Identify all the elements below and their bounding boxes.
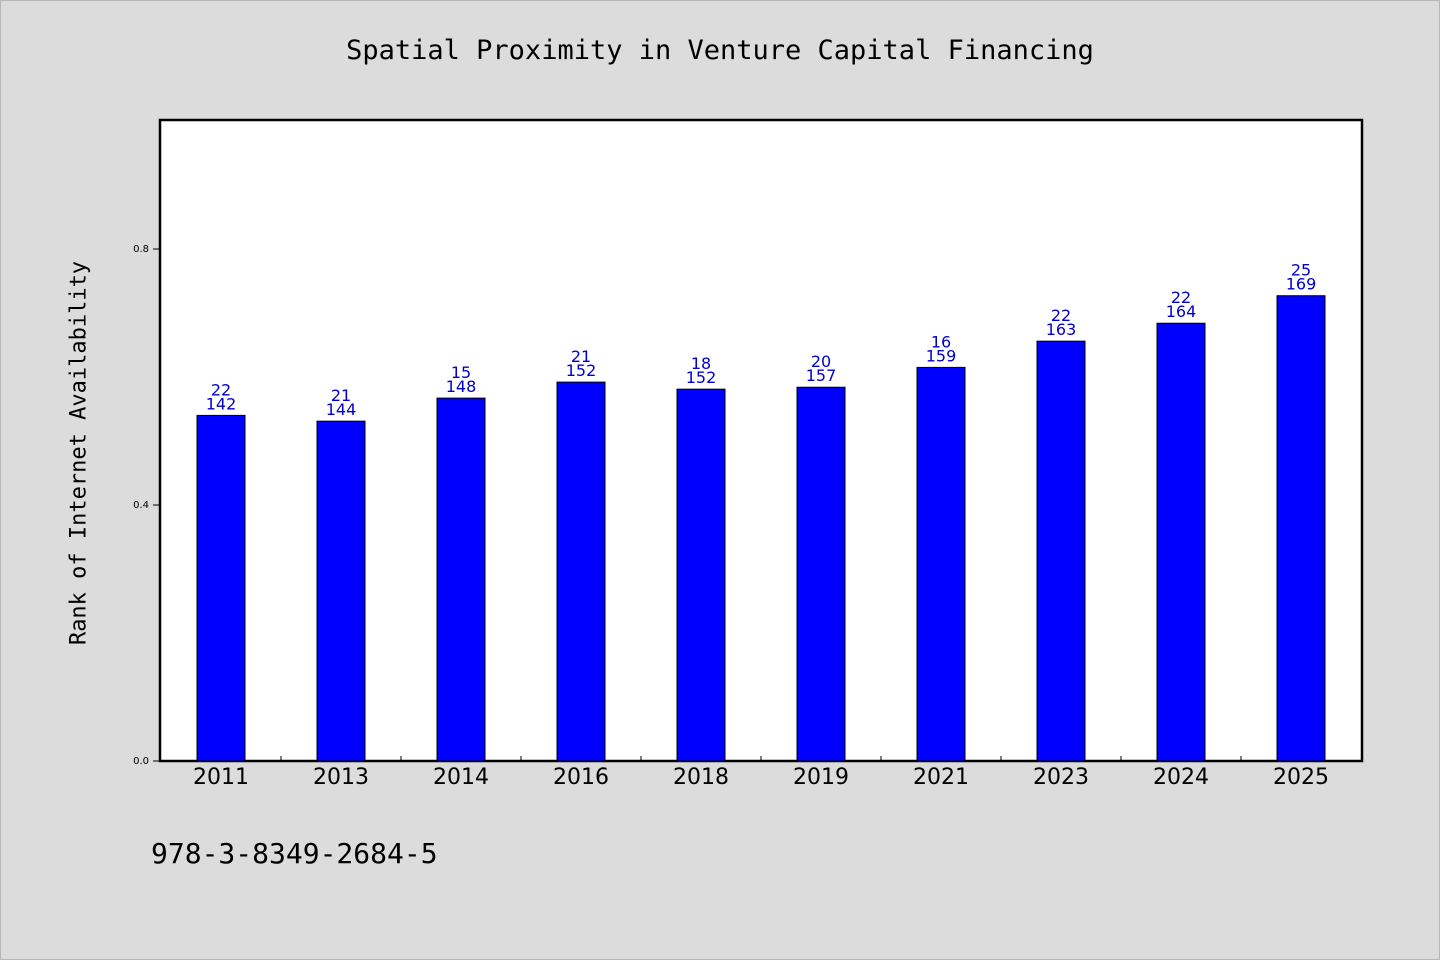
y-axis-label: Rank of Internet Availability (66, 260, 92, 646)
x-tick-label: 2014 (433, 765, 489, 790)
bar-2019 (796, 386, 846, 762)
x-tick-label: 2021 (913, 765, 969, 790)
data-label-top: 22 (211, 380, 231, 399)
ticks: 2011 2013 2014 2016 2018 2019 2021 2023 2024 2025… (133, 244, 1329, 790)
data-label-top: 20 (811, 352, 831, 371)
data-label-bottom: 152 (566, 361, 597, 380)
bar-2024 (1156, 322, 1206, 762)
data-label-top: 21 (571, 347, 591, 366)
data-label-bottom: 159 (926, 346, 957, 365)
isbn-text: 978-3-8349-2684-5 (151, 837, 438, 870)
data-label-top: 25 (1291, 261, 1311, 280)
data-label-top: 15 (451, 363, 471, 382)
data-label-bottom: 169 (1286, 275, 1317, 294)
data-label-top: 16 (931, 332, 951, 351)
data-label-top: 18 (691, 354, 711, 373)
data-label-bottom: 164 (1166, 302, 1197, 321)
data-label-top: 21 (331, 386, 351, 405)
bar-2016 (556, 381, 606, 762)
data-label-bottom: 142 (206, 394, 237, 413)
x-tick-label: 2019 (793, 765, 849, 790)
x-tick-label: 2023 (1033, 765, 1089, 790)
x-tick-label: 2018 (673, 765, 729, 790)
x-tick-label: 2016 (553, 765, 609, 790)
data-label-bottom: 148 (446, 377, 477, 396)
data-label-bottom: 157 (806, 366, 837, 385)
bar-2021 (916, 366, 966, 762)
bar-2014 (436, 397, 486, 762)
y-tick-label: 0.8 (133, 244, 149, 255)
chart-title: Spatial Proximity in Venture Capital Fin… (346, 35, 1094, 66)
bar-2025 (1276, 295, 1326, 762)
y-tick-label: 0.4 (133, 500, 149, 511)
bar-2011 (196, 414, 246, 762)
data-label-bottom: 152 (686, 368, 717, 387)
y-tick-label: 0.0 (133, 756, 149, 767)
bar-2023 (1036, 340, 1086, 762)
x-tick-label: 2024 (1153, 765, 1209, 790)
bar-2013 (316, 420, 366, 762)
data-label-bottom: 144 (326, 400, 357, 419)
x-tick-label: 2025 (1273, 765, 1329, 790)
x-tick-label: 2011 (193, 765, 249, 790)
bar-2018 (676, 388, 726, 762)
data-label-top: 22 (1051, 306, 1071, 325)
data-label-bottom: 163 (1046, 320, 1077, 339)
data-label-top: 22 (1171, 288, 1191, 307)
x-tick-label: 2013 (313, 765, 369, 790)
